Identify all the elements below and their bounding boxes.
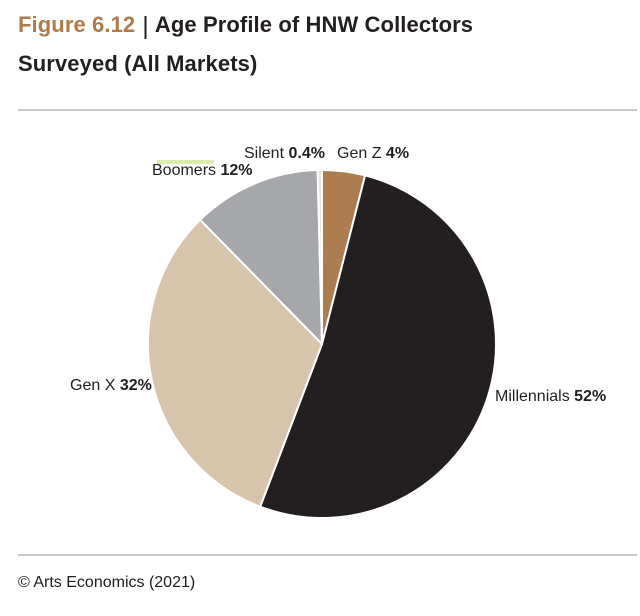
slice-label-gen-x: Gen X 32%: [70, 377, 152, 395]
source-credit: © Arts Economics (2021): [18, 574, 196, 591]
slice-label-gen-z: Gen Z 4%: [337, 145, 409, 163]
slice-name: Silent: [244, 145, 285, 162]
figure-number: Figure 6.12: [18, 12, 136, 37]
boomers-label-highlight: [157, 160, 214, 164]
slice-value: 12%: [220, 162, 253, 179]
slice-value: 0.4%: [288, 145, 325, 162]
slice-name: Gen X: [70, 377, 116, 394]
slice-value: 52%: [574, 388, 607, 405]
slice-value: 32%: [119, 377, 152, 394]
top-divider: [18, 109, 637, 111]
figure-title: Figure 6.12 | Age Profile of HNW Collector…: [18, 6, 523, 82]
slice-name: Gen Z: [337, 145, 382, 162]
pie-slice-boomers: [199, 169, 323, 345]
bottom-divider: [18, 554, 637, 556]
slice-value: 4%: [385, 145, 410, 162]
slice-name: Millennials: [495, 388, 570, 405]
slice-label-millennials: Millennials 52%: [495, 388, 606, 406]
slice-label-boomers: Boomers 12%: [152, 162, 253, 180]
pie-slice-silent: [316, 168, 323, 345]
title-separator: |: [142, 12, 149, 40]
slice-label-silent: Silent 0.4%: [244, 145, 325, 163]
figure-title-text: Age Profile of HNW Collectors Surveyed (…: [18, 12, 474, 76]
pie-slice-millennials: [259, 174, 498, 519]
pie-slice-gen-x: [147, 218, 323, 508]
slice-name: Boomers: [152, 162, 217, 179]
